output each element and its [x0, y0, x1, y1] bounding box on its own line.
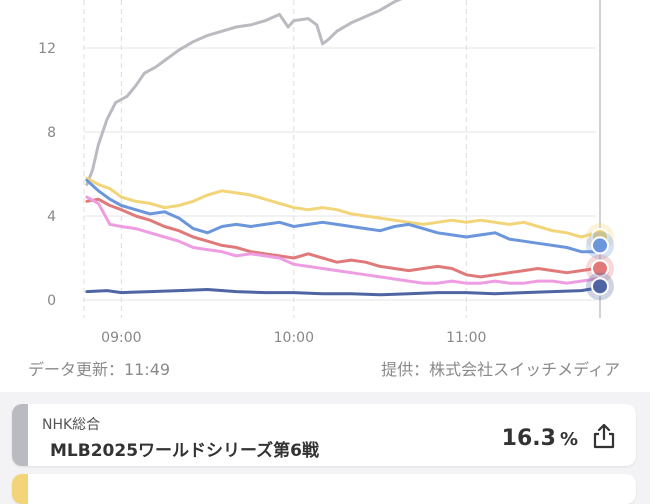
chart-panel: 0 4 8 12 09:00 10:00 11:00 データ更新：11:49 提供：株式会社…	[0, 0, 650, 392]
rating-line-chart: 0 4 8 12 09:00 10:00 11:00	[38, 0, 614, 346]
rating-number: 16.3	[501, 426, 556, 451]
channel-name: NHK総合	[42, 417, 101, 433]
series-line	[85, 195, 609, 285]
y-tick-label: 4	[47, 209, 56, 225]
y-tick-label: 0	[47, 293, 56, 309]
share-icon[interactable]	[590, 422, 618, 450]
share-icon-graphic	[593, 423, 615, 449]
series-line	[85, 197, 609, 279]
program-title: MLB2025ワールドシリーズ第6戦	[50, 441, 319, 461]
program-card[interactable]: NHK総合 MLB2025ワールドシリーズ第6戦 16.3%	[12, 404, 636, 466]
channel-color-stripe	[12, 404, 28, 466]
y-tick-label: 8	[47, 125, 56, 141]
end-marker-dot	[591, 259, 609, 278]
end-marker-dot	[591, 277, 609, 296]
rating-value: 16.3%	[502, 426, 578, 451]
y-tick-label: 12	[38, 41, 56, 57]
data-update-note: データ更新：11:49	[28, 360, 171, 379]
series-line	[85, 178, 609, 254]
series-line	[85, 176, 609, 239]
series-line	[85, 0, 403, 186]
channel-color-stripe	[12, 474, 28, 504]
program-card-next[interactable]	[12, 474, 636, 504]
x-tick-label: 11:00	[446, 330, 486, 346]
data-source-note: 提供：株式会社スイッチメディア	[381, 360, 620, 379]
series-line	[85, 284, 609, 297]
x-tick-label: 09:00	[101, 330, 141, 346]
end-marker-dot	[591, 236, 609, 255]
rating-unit: %	[559, 429, 578, 450]
x-tick-label: 10:00	[274, 330, 314, 346]
